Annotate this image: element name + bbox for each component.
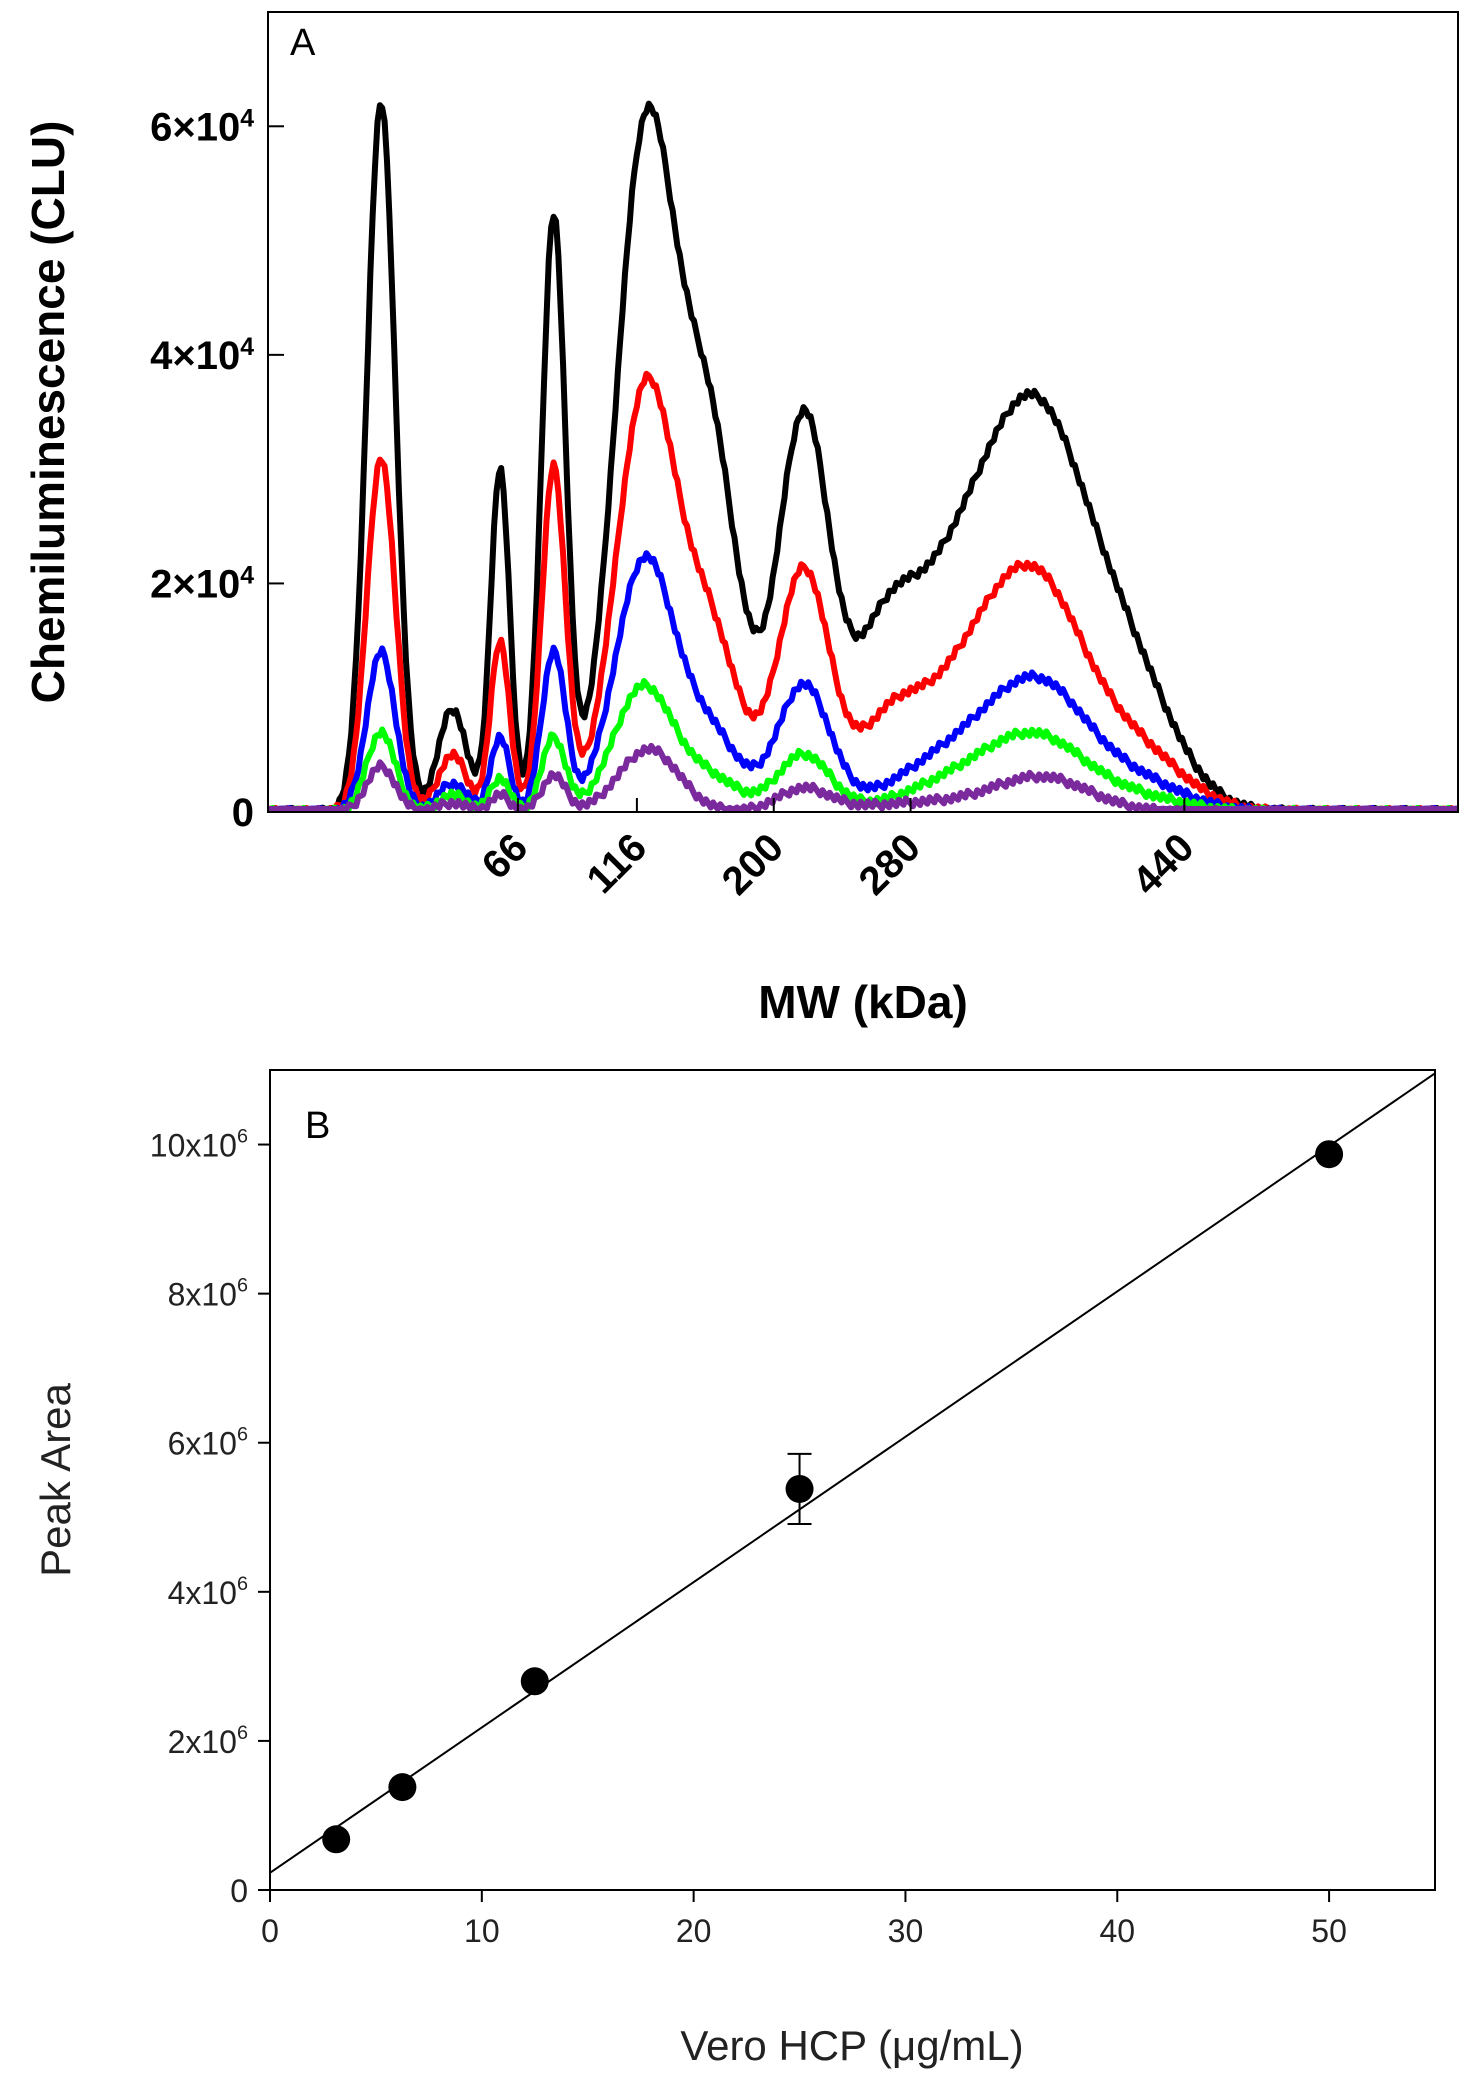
- panel-b-label: B: [305, 1105, 330, 1147]
- panel-b-x-axis-label: Vero HCP (μg/mL): [680, 2022, 1023, 2069]
- panel-a-x-tick-label: 280: [851, 825, 929, 903]
- panel-a-x-tick-label: 200: [714, 825, 792, 903]
- series-line-2: [267, 550, 1459, 812]
- panel-a-x-axis-label: MW (kDa): [758, 976, 968, 1028]
- panel-a-y-tick-label: 0: [232, 791, 254, 835]
- panel-a-y-axis-label: Chemiluminescence (CLU): [22, 121, 74, 704]
- panel-b-y-tick-label: 8x106: [168, 1275, 248, 1313]
- panel-a-chart: A 0 2×104 4×104 6×104 66 116 200 280 440 MW (kD…: [22, 11, 1459, 1028]
- series-line-1: [267, 370, 1459, 812]
- panel-b-x-tick-label: 30: [888, 1913, 924, 1949]
- panel-b-plot-frame: [269, 1069, 1436, 1891]
- panel-b-y-tick-label: 2x106: [168, 1722, 248, 1760]
- panel-b-x-tick-label: 20: [676, 1913, 712, 1949]
- panel-a-y-tick-label: 2×104: [150, 562, 254, 606]
- panel-b-data-point: [388, 1773, 417, 1802]
- panel-b-data-point: [520, 1667, 549, 1696]
- panel-a-y-tick-label: 6×104: [150, 105, 254, 149]
- panel-b-x-tick-label: 0: [261, 1913, 279, 1949]
- panel-b-x-tick-label: 40: [1099, 1913, 1135, 1949]
- panel-b-x-tick-label: 10: [464, 1913, 500, 1949]
- panel-b-y-tick-label: 10x106: [150, 1126, 248, 1164]
- panel-a-x-tick-label: 440: [1124, 825, 1202, 903]
- panel-b-x-tick-label: 50: [1311, 1913, 1347, 1949]
- panel-a-plot-frame: [267, 11, 1459, 813]
- panel-a-label: A: [290, 22, 316, 64]
- panel-b-data-point: [785, 1474, 814, 1503]
- series-line-0: [267, 100, 1459, 812]
- series-line-4: [267, 742, 1459, 812]
- panel-b-y-tick-label: 6x106: [168, 1424, 248, 1462]
- panel-a-x-tick-label: 66: [474, 825, 537, 888]
- panel-b-y-axis-label: Peak Area: [32, 1382, 79, 1576]
- panel-b-data-point: [1315, 1140, 1344, 1169]
- panel-b-fit-line: [269, 1072, 1436, 1874]
- panel-a-x-tick-label: 116: [579, 825, 656, 902]
- panel-b-data-point: [322, 1825, 351, 1854]
- panel-b-y-tick-label: 4x106: [168, 1573, 248, 1611]
- panel-b-y-tick-label: 0: [230, 1873, 248, 1909]
- panel-a-y-tick-label: 4×104: [150, 334, 254, 378]
- panel-b-chart: B 0 2x106 4x106 6x106 8x106 10x106 0 10 20 30 40 5…: [32, 1069, 1436, 2069]
